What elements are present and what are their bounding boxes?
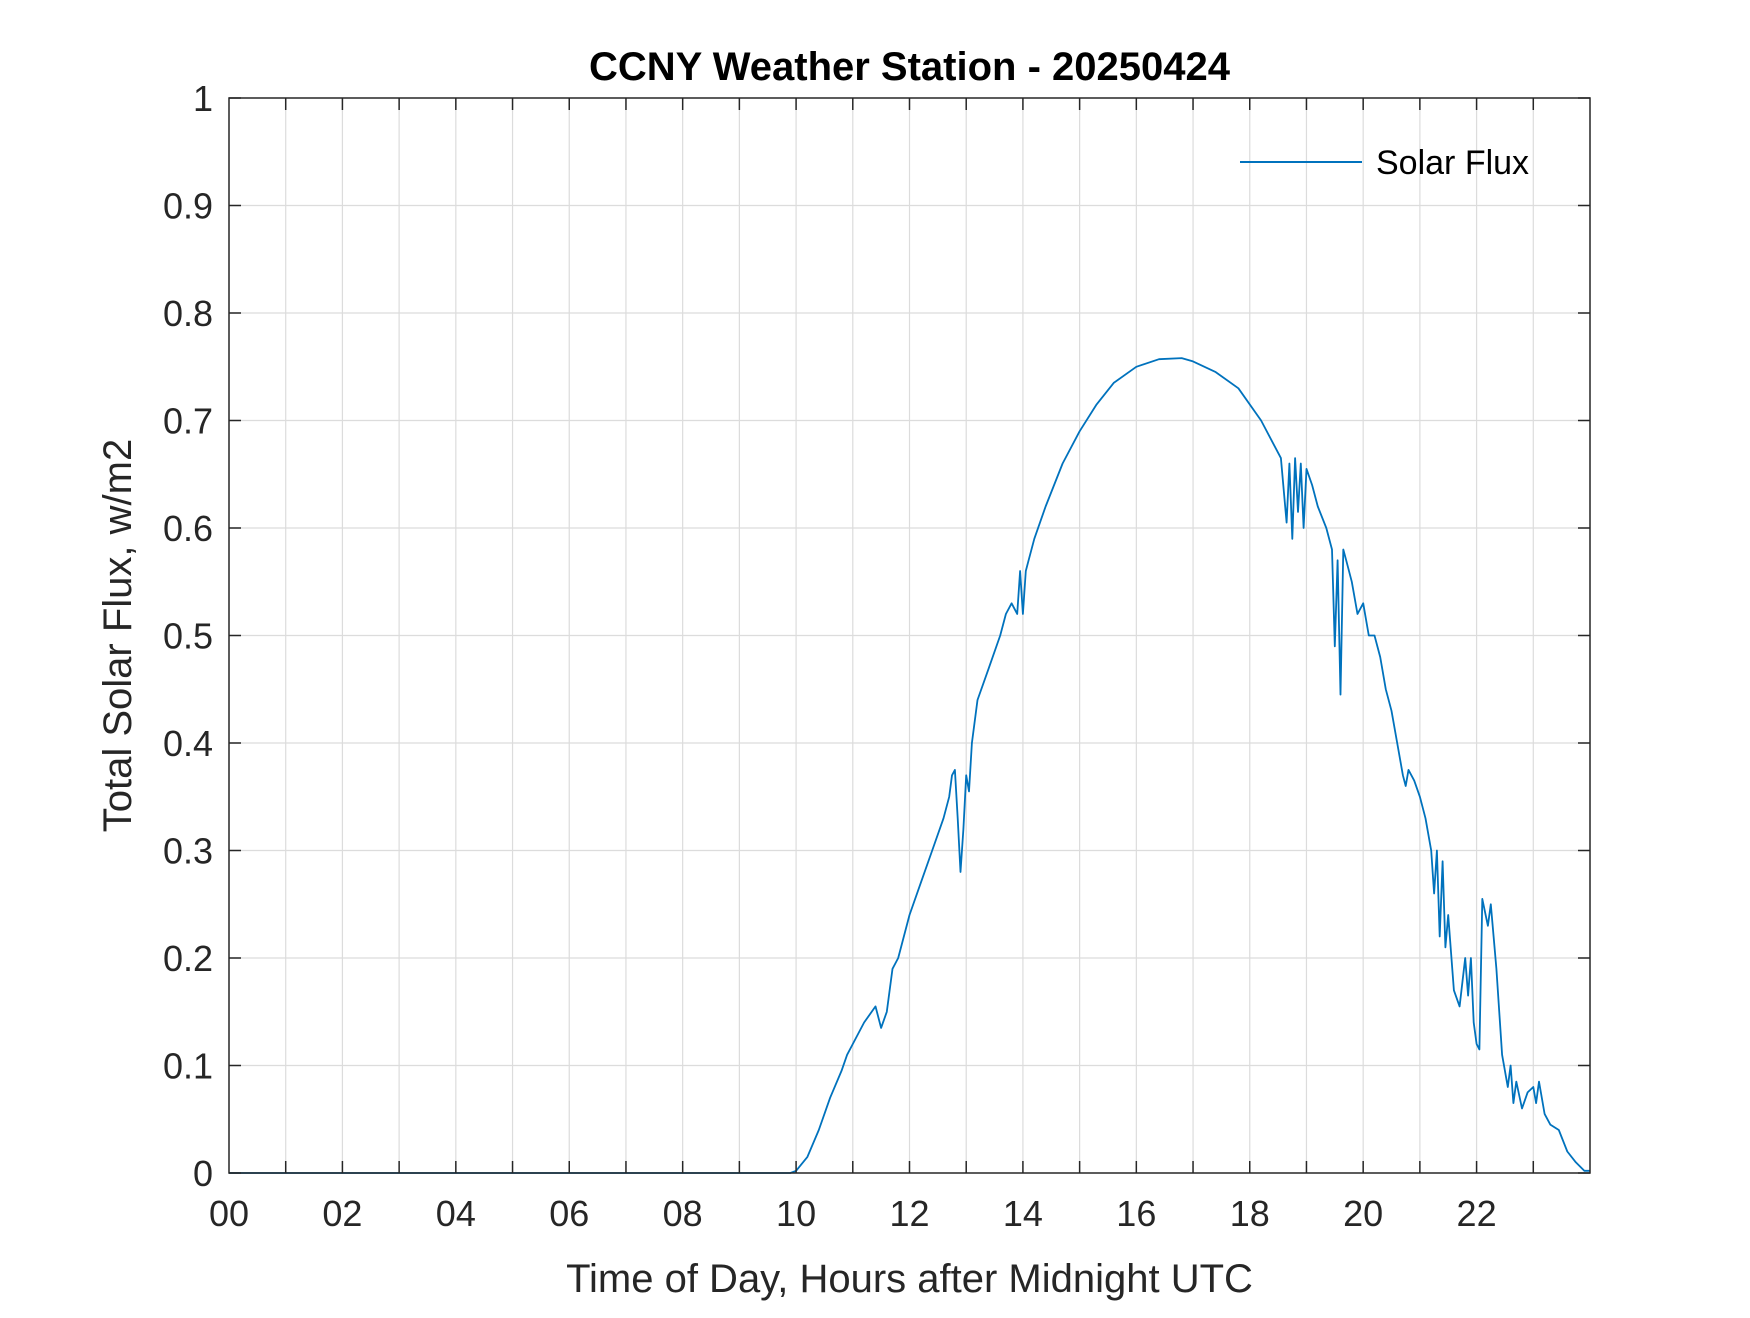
chart-title: CCNY Weather Station - 20250424 bbox=[589, 45, 1231, 89]
x-tick-label: 18 bbox=[1230, 1193, 1270, 1234]
y-tick-label: 0.7 bbox=[163, 401, 213, 442]
series-line-solar-flux bbox=[229, 357, 1590, 1174]
legend: Solar Flux bbox=[1240, 144, 1529, 182]
y-tick-label: 0.4 bbox=[163, 723, 213, 764]
y-tick-label: 1 bbox=[193, 78, 213, 119]
y-tick-label: 0.3 bbox=[163, 831, 213, 872]
x-axis-label: Time of Day, Hours after Midnight UTC bbox=[566, 1257, 1253, 1301]
x-tick-label: 00 bbox=[209, 1193, 249, 1234]
y-tick-label: 0.9 bbox=[163, 186, 213, 227]
ticks: 00 02 04 06 08 10 12 14 16 18 20 22 0 0.1 0.2 0.3 0.4 0.5… bbox=[163, 78, 1590, 1234]
y-tick-label: 0.8 bbox=[163, 293, 213, 334]
x-tick-label: 08 bbox=[663, 1193, 703, 1234]
x-tick-label: 02 bbox=[322, 1193, 362, 1234]
series-layer bbox=[229, 357, 1590, 1174]
y-tick-label: 0.5 bbox=[163, 616, 213, 657]
x-tick-label: 20 bbox=[1343, 1193, 1383, 1234]
y-tick-label: 0 bbox=[193, 1153, 213, 1194]
x-tick-label: 16 bbox=[1116, 1193, 1156, 1234]
x-tick-label: 04 bbox=[436, 1193, 476, 1234]
y-tick-label: 0.6 bbox=[163, 508, 213, 549]
y-tick-label: 0.2 bbox=[163, 938, 213, 979]
x-tick-label: 22 bbox=[1457, 1193, 1497, 1234]
legend-label-solar-flux: Solar Flux bbox=[1376, 144, 1529, 182]
x-tick-label: 06 bbox=[549, 1193, 589, 1234]
y-axis-label: Total Solar Flux, w/m2 bbox=[96, 439, 140, 832]
y-tick-label: 0.1 bbox=[163, 1046, 213, 1087]
grid bbox=[229, 98, 1590, 1173]
x-tick-label: 10 bbox=[776, 1193, 816, 1234]
x-tick-label: 14 bbox=[1003, 1193, 1043, 1234]
x-tick-label: 12 bbox=[889, 1193, 929, 1234]
